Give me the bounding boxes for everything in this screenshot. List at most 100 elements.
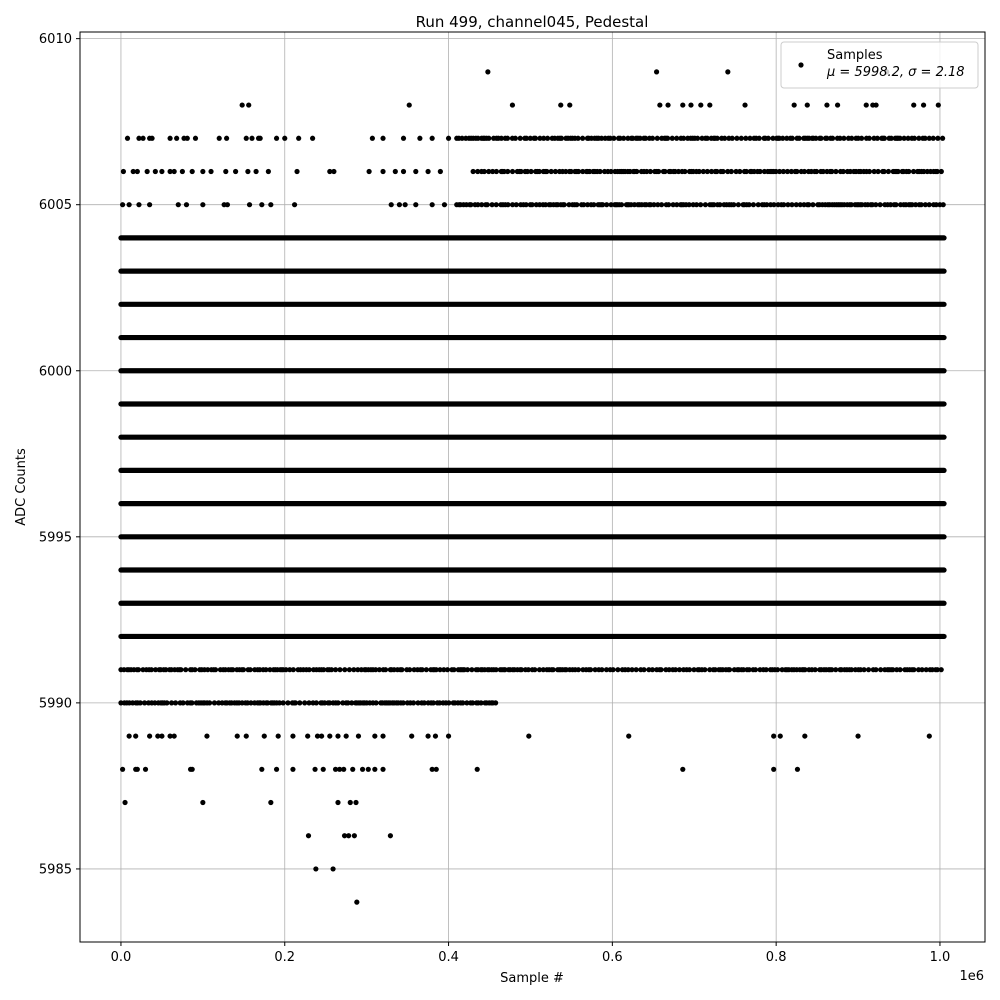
data-point <box>818 135 824 141</box>
data-point <box>152 168 158 175</box>
data-point <box>513 202 519 208</box>
data-point <box>518 667 525 673</box>
data-point <box>575 168 582 175</box>
data-point <box>794 766 801 772</box>
data-point <box>346 833 352 839</box>
data-point <box>167 733 173 739</box>
data-point <box>155 733 161 739</box>
data-point <box>849 135 855 141</box>
data-point <box>441 667 447 673</box>
x-tick-label: 0.6 <box>602 950 623 965</box>
data-point <box>704 168 710 175</box>
data-point <box>268 799 274 806</box>
data-point <box>771 202 777 208</box>
data-point <box>911 102 917 108</box>
data-point <box>430 700 436 706</box>
data-point <box>669 135 675 141</box>
data-point <box>292 700 299 706</box>
y-axis-label: ADC Counts <box>14 448 29 526</box>
data-point <box>773 168 779 175</box>
data-point <box>263 667 269 673</box>
data-point <box>509 202 516 208</box>
data-point <box>801 168 807 175</box>
data-point <box>343 733 349 739</box>
data-point <box>863 102 869 108</box>
data-point <box>916 135 922 141</box>
data-point <box>802 667 808 673</box>
data-point <box>647 168 653 175</box>
data-point <box>780 168 787 175</box>
data-point <box>888 202 894 208</box>
data-point <box>493 700 499 706</box>
data-point <box>874 135 881 141</box>
data-point <box>119 202 126 208</box>
data-point <box>282 135 288 141</box>
data-point <box>653 69 660 75</box>
data-point <box>938 168 944 175</box>
data-point <box>167 168 173 175</box>
data-point <box>686 202 692 208</box>
data-points <box>118 69 947 905</box>
data-point <box>707 667 713 673</box>
data-point <box>174 135 180 141</box>
data-point <box>641 667 647 673</box>
data-point <box>208 168 214 175</box>
data-point <box>413 168 419 175</box>
data-point <box>341 833 348 839</box>
data-point <box>421 700 427 706</box>
data-point <box>866 135 872 141</box>
data-point <box>147 202 153 208</box>
data-point <box>720 168 726 175</box>
data-point <box>306 700 312 706</box>
data-point <box>881 135 888 141</box>
data-point <box>763 667 769 673</box>
data-point <box>294 168 300 175</box>
data-point <box>470 700 476 706</box>
data-point <box>200 168 206 175</box>
data-point <box>935 102 941 108</box>
data-point <box>523 135 530 141</box>
data-point <box>337 667 343 673</box>
data-point <box>189 168 195 175</box>
data-point <box>287 667 293 673</box>
data-point <box>837 135 843 141</box>
data-point <box>834 102 841 108</box>
data-point <box>770 135 776 141</box>
data-point <box>926 733 932 739</box>
data-point <box>658 202 665 208</box>
y-tick-label: 6010 <box>39 32 72 47</box>
data-point <box>509 168 516 175</box>
data-point <box>306 667 312 673</box>
data-point <box>124 135 131 141</box>
data-point <box>726 667 733 673</box>
data-point <box>350 766 356 772</box>
data-point <box>365 766 371 772</box>
data-point <box>600 202 606 208</box>
data-point <box>777 733 783 739</box>
data-point <box>940 135 946 141</box>
data-point <box>490 168 496 175</box>
data-point <box>175 202 181 208</box>
data-point <box>934 168 940 175</box>
data-point <box>168 700 175 706</box>
data-point <box>940 202 946 208</box>
data-point <box>657 102 663 108</box>
data-point <box>486 135 492 141</box>
data-point <box>167 135 173 141</box>
data-point <box>136 202 142 208</box>
data-point <box>469 667 475 673</box>
data-point <box>877 202 883 208</box>
chart-title: Run 499, channel045, Pedestal <box>416 13 649 31</box>
data-point <box>820 168 826 175</box>
data-point <box>878 667 884 673</box>
data-point <box>505 168 511 175</box>
y-tick-label: 6005 <box>39 198 72 213</box>
data-point <box>268 202 274 208</box>
data-point <box>341 766 347 772</box>
data-point <box>542 202 549 208</box>
data-point <box>536 168 542 175</box>
data-point <box>771 766 777 772</box>
data-point <box>629 667 635 673</box>
plot-frame <box>79 31 986 943</box>
data-point <box>789 202 795 208</box>
